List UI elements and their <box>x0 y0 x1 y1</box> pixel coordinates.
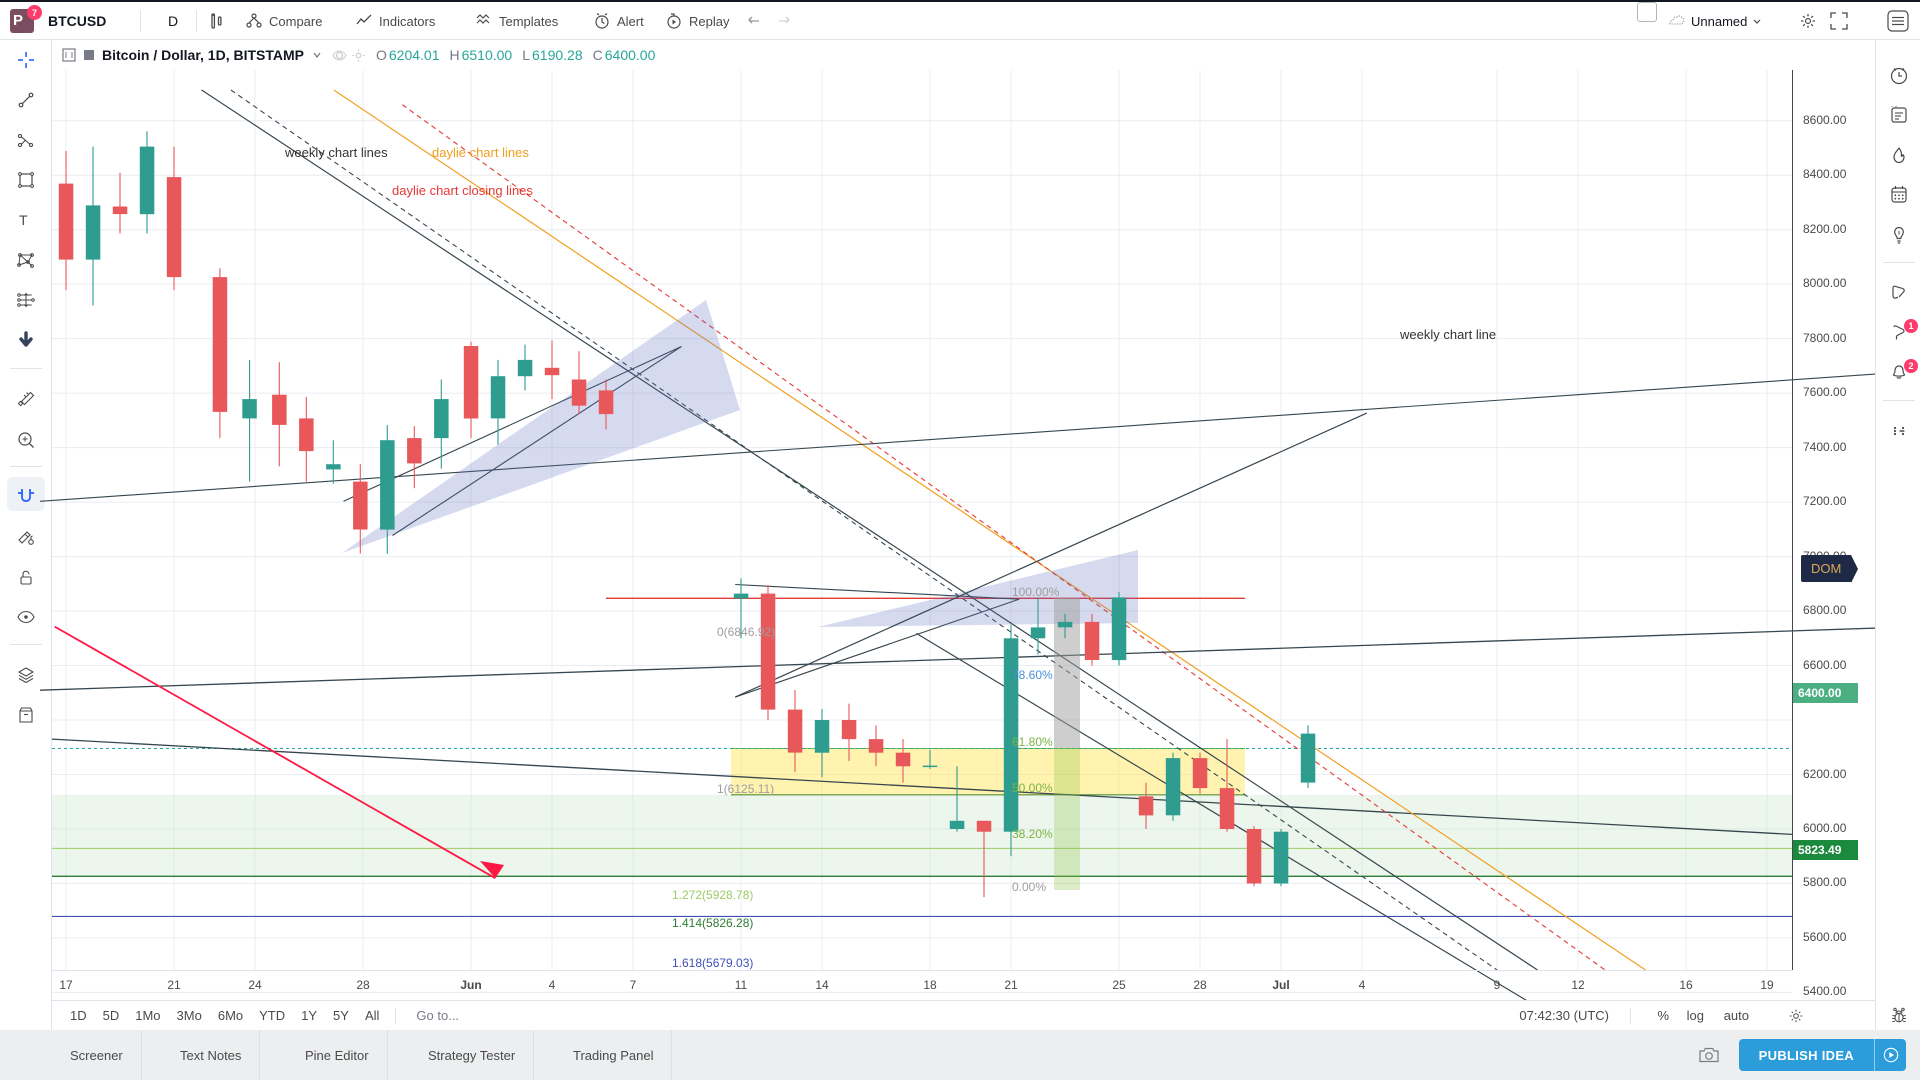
svg-text:P: P <box>13 12 23 29</box>
svg-text:T: T <box>19 212 28 228</box>
